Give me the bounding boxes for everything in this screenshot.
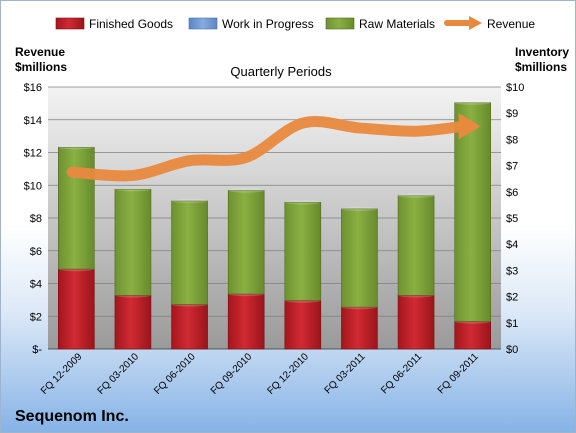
right-tick-label: $6 [506, 187, 518, 199]
right-tick-label: $9 [506, 108, 518, 120]
bar-raw-materials [227, 190, 265, 295]
chart-title: Quarterly Periods [230, 64, 332, 79]
left-tick-label: $6 [30, 246, 42, 258]
x-tick-label: FQ 09-2011 [436, 351, 481, 396]
right-tick-label: $1 [506, 318, 518, 330]
right-tick-label: $8 [506, 134, 518, 146]
left-tick-label: $10 [24, 180, 42, 192]
right-axis-title-line2: $millions [515, 60, 567, 74]
revenue-line-layer [66, 113, 481, 182]
bar-raw-materials [58, 146, 95, 270]
bar-finished-goods [284, 300, 322, 350]
left-axis-title-line1: Revenue [15, 45, 65, 59]
right-tick-label: $3 [506, 265, 518, 277]
x-tick-label: FQ 06-2011 [379, 351, 424, 396]
bar-top-highlight [284, 200, 321, 205]
bar-finished-goods [341, 306, 378, 350]
bar-top-highlight [341, 206, 378, 212]
bar-top-highlight [171, 198, 208, 204]
x-tick-label: FQ 12-2009 [39, 351, 85, 397]
legend-swatch-revenue-arrowhead [469, 16, 482, 30]
bar-top-highlight [454, 100, 491, 105]
revenue-line-arrowhead [458, 113, 481, 140]
right-tick-label: $7 [506, 161, 518, 173]
x-tick-label: FQ 06-2010 [152, 351, 198, 397]
bar-top-highlight [58, 145, 95, 150]
legend-label-raw-materials: Raw Materials [359, 17, 435, 31]
bar-finished-goods [171, 304, 208, 350]
legend-label-revenue: Revenue [487, 17, 535, 31]
legend-swatch-raw-materials [325, 17, 355, 30]
company-name: Sequenom Inc. [15, 408, 129, 425]
x-axis-ticks: FQ 12-2009 FQ 03-2010 FQ 06-2010 FQ 09-2010… [39, 351, 481, 397]
bar-raw-materials [171, 200, 208, 305]
bar-top-highlight [114, 186, 151, 192]
left-tick-label: $12 [24, 148, 42, 160]
legend-label-work-in-progress: Work in Progress [222, 17, 314, 31]
bar-finished-goods [114, 294, 152, 350]
left-tick-label: $2 [30, 311, 42, 323]
right-tick-label: $2 [506, 292, 518, 304]
left-tick-label: $4 [30, 279, 42, 291]
bar-top-highlight [228, 188, 265, 193]
right-tick-label: $10 [506, 82, 524, 94]
bar-finished-goods [58, 268, 95, 350]
right-axis-title-line1: Inventory [515, 45, 569, 59]
bar-finished-goods [227, 293, 265, 350]
left-axis-ticks: $- $2 $4 $6 $8 $10 $12 $14 $16 [24, 82, 43, 356]
bar-raw-materials [284, 201, 322, 301]
legend-swatch-work-in-progress [188, 17, 218, 30]
x-tick-label: FQ 03-2011 [323, 351, 368, 396]
right-tick-label: $0 [506, 344, 518, 356]
bar-top-highlight [398, 193, 435, 198]
right-axis-ticks: $0 $1 $2 $3 $4 $5 $6 $7 $8 $9 $10 [506, 82, 524, 356]
legend-swatch-finished-goods [55, 17, 85, 30]
left-tick-label: $16 [24, 82, 42, 94]
left-tick-label: $8 [30, 213, 42, 225]
left-axis-title-line2: $millions [15, 60, 67, 74]
x-tick-label: FQ 09-2010 [209, 351, 255, 397]
legend-label-finished-goods: Finished Goods [89, 17, 173, 31]
revenue-line [66, 116, 469, 182]
legend: Finished Goods Work in Progress Raw Mate… [55, 16, 535, 31]
bar-finished-goods [397, 294, 435, 350]
x-tick-label: FQ 12-2010 [265, 351, 311, 397]
bar-raw-materials [397, 195, 435, 296]
bar-raw-materials [114, 188, 152, 296]
x-tick-label: FQ 03-2010 [96, 351, 142, 397]
left-tick-label: $- [32, 344, 42, 356]
right-tick-label: $4 [506, 239, 518, 251]
right-tick-label: $5 [506, 213, 518, 225]
bar-raw-materials [454, 102, 491, 322]
bars [58, 100, 491, 350]
left-tick-label: $14 [24, 115, 42, 127]
bar-finished-goods [454, 321, 491, 350]
bar-raw-materials [341, 208, 378, 308]
